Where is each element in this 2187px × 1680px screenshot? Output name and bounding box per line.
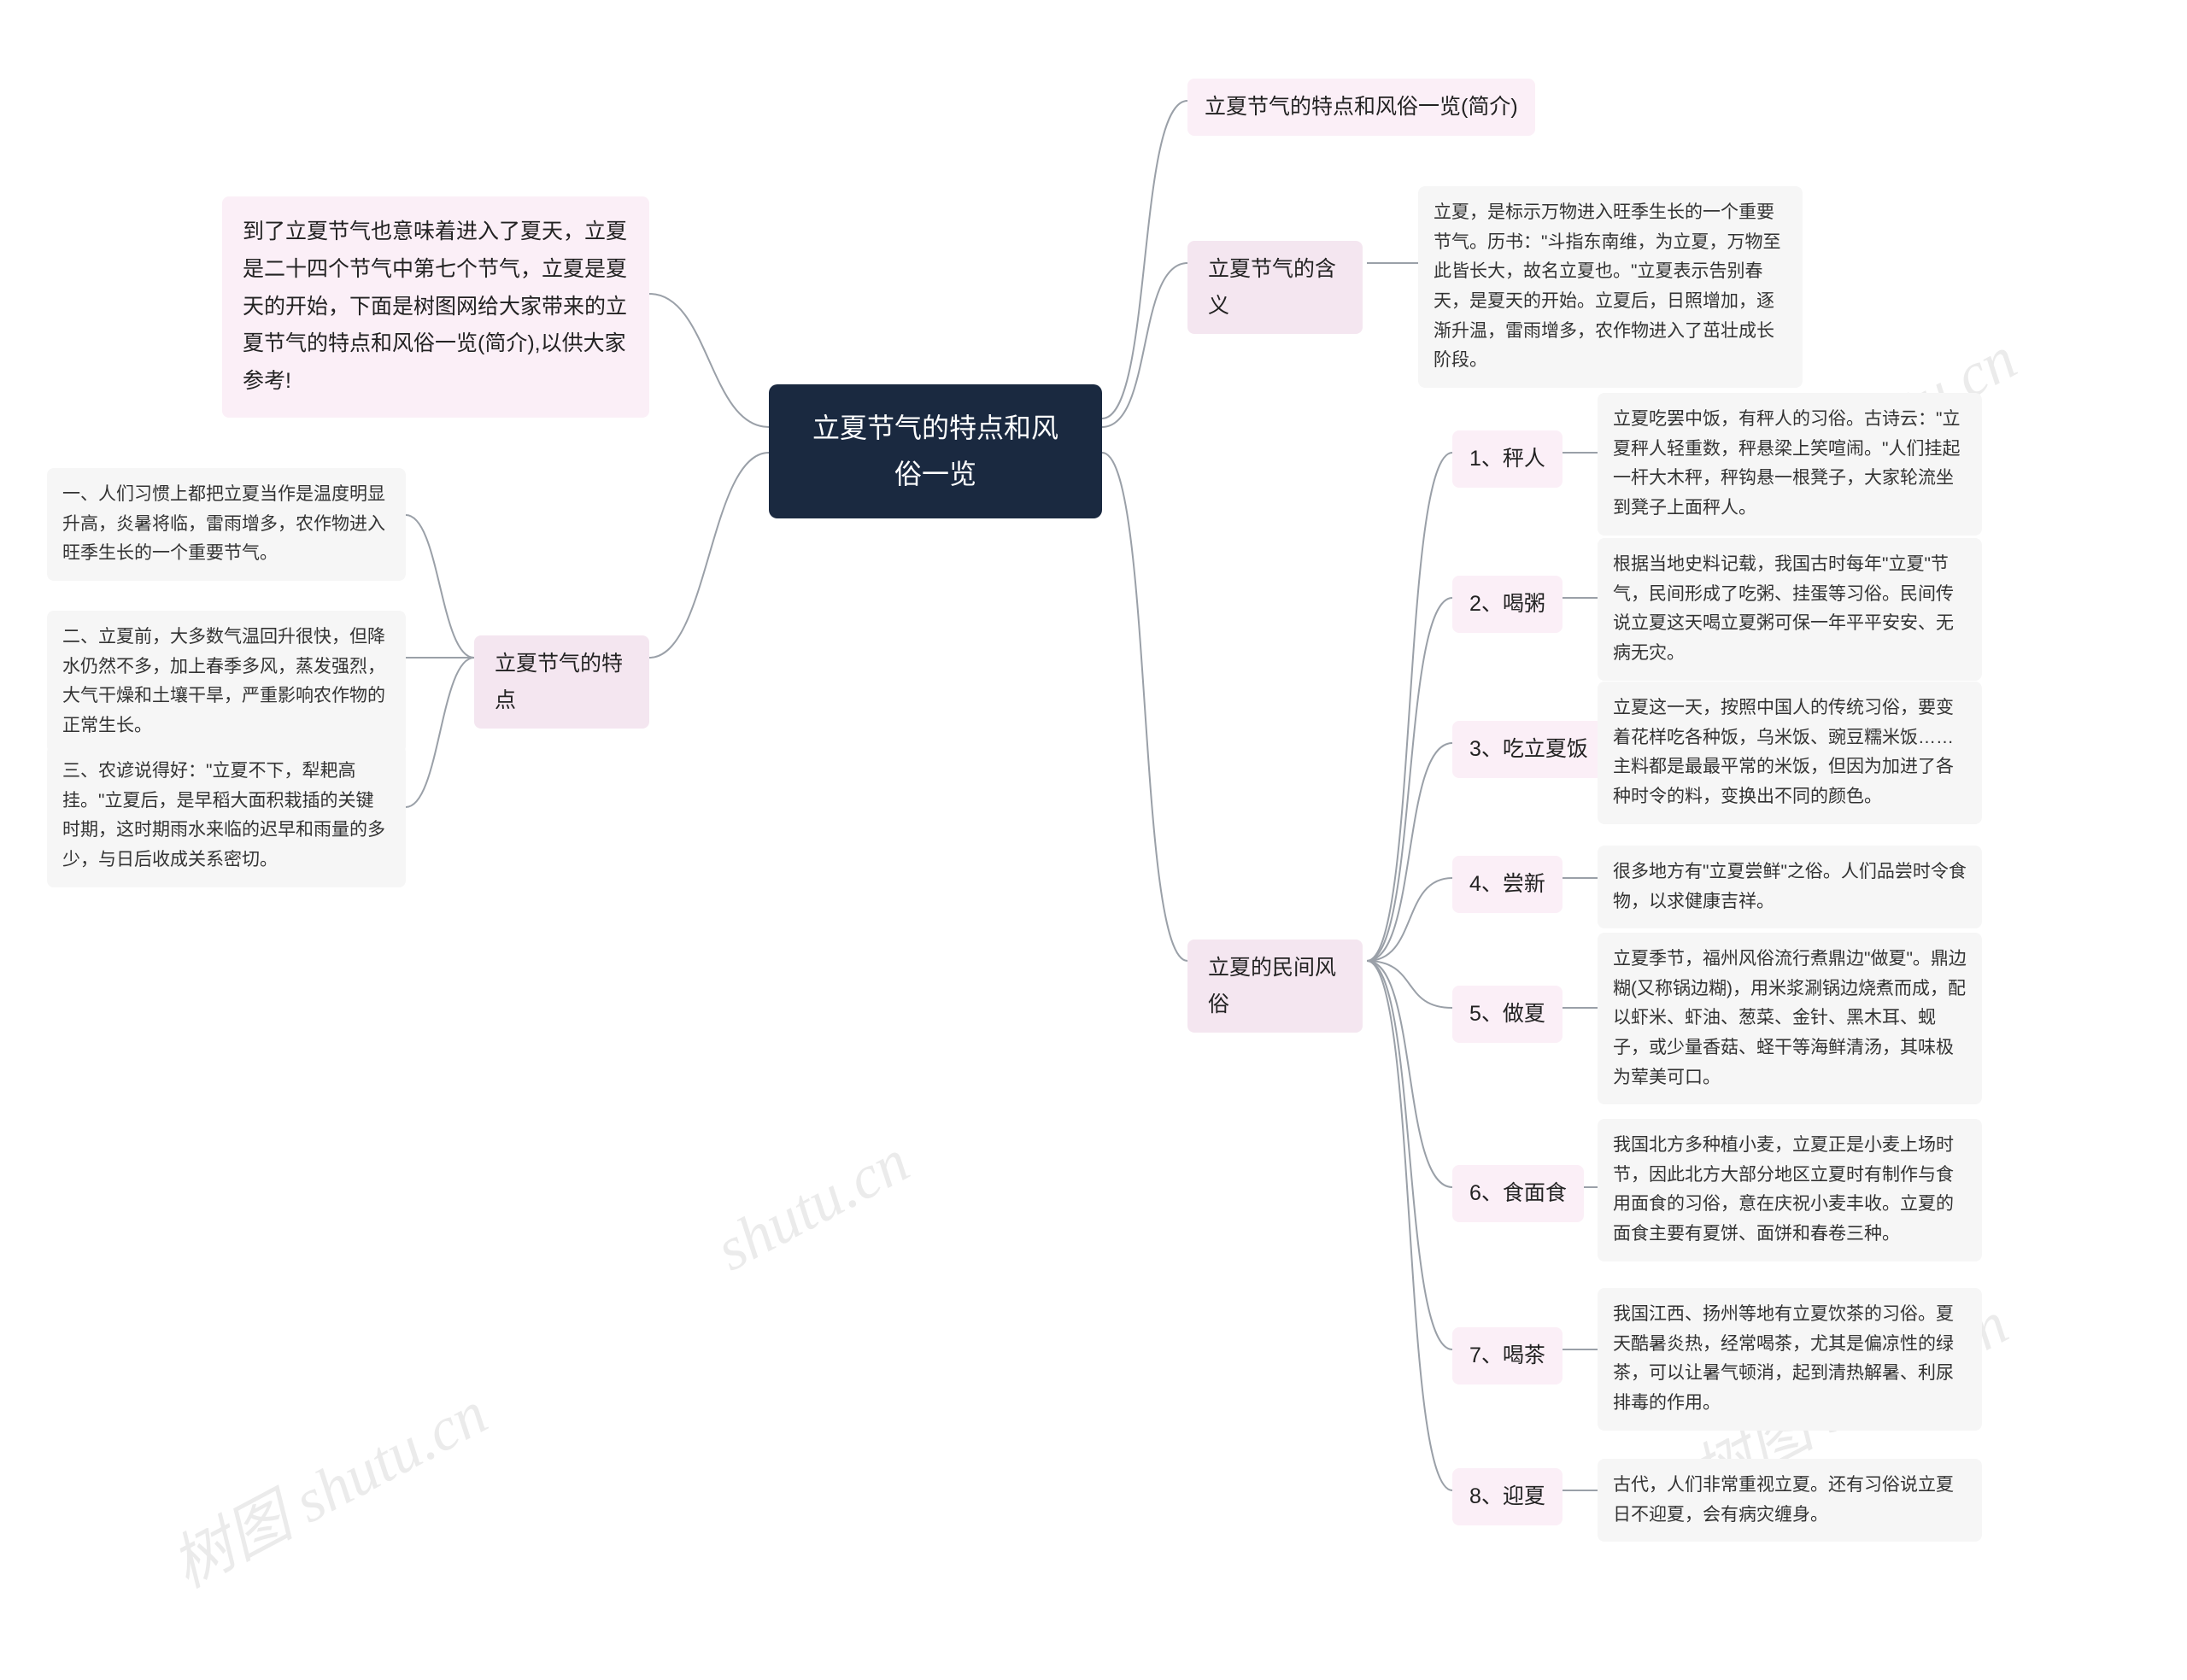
folk-text-content: 根据当地史料记载，我国古时每年"立夏"节气，民间形成了吃粥、挂蛋等习俗。民间传说…	[1613, 554, 1954, 663]
folk-num-label: 4、尝新	[1469, 872, 1545, 896]
folk-text: 古代，人们非常重视立夏。还有习俗说立夏日不迎夏，会有病灾缠身。	[1598, 1459, 1982, 1542]
folk-text-content: 我国北方多种植小麦，立夏正是小麦上场时节，因此北方大部分地区立夏时有制作与食用面…	[1613, 1135, 1954, 1244]
brief-node: 立夏节气的特点和风俗一览(简介)	[1187, 79, 1535, 136]
watermark: 树图 shutu.cn	[153, 1363, 500, 1604]
folk-num: 1、秤人	[1452, 430, 1563, 488]
folk-text-content: 立夏吃罢中饭，有秤人的习俗。古诗云："立夏秤人轻重数，秤悬梁上笑喧闹。"人们挂起…	[1613, 409, 1960, 518]
folk-num: 6、食面食	[1452, 1165, 1584, 1222]
folk-text: 很多地方有"立夏尝鲜"之俗。人们品尝时令食物，以求健康吉祥。	[1598, 846, 1982, 928]
intro-text: 到了立夏节气也意味着进入了夏天，立夏是二十四个节气中第七个节气，立夏是夏天的开始…	[243, 220, 627, 393]
folk-text: 立夏吃罢中饭，有秤人的习俗。古诗云："立夏秤人轻重数，秤悬梁上笑喧闹。"人们挂起…	[1598, 393, 1982, 536]
feature-text: 三、农谚说得好："立夏不下，犁耙高挂。"立夏后，是早稻大面积栽插的关键时期，这时…	[62, 761, 385, 869]
folk-text: 我国北方多种植小麦，立夏正是小麦上场时节，因此北方大部分地区立夏时有制作与食用面…	[1598, 1119, 1982, 1261]
root-node: 立夏节气的特点和风俗一览	[769, 384, 1102, 518]
folk-num-label: 3、吃立夏饭	[1469, 737, 1588, 761]
folk-num: 4、尝新	[1452, 856, 1563, 913]
folk-text: 立夏季节，福州风俗流行煮鼎边"做夏"。鼎边糊(又称锅边糊)，用米浆涮锅边烧煮而成…	[1598, 933, 1982, 1104]
root-label: 立夏节气的特点和风俗一览	[812, 413, 1058, 489]
folk-num-label: 5、做夏	[1469, 1002, 1545, 1026]
folk-num: 5、做夏	[1452, 986, 1563, 1043]
folk-text: 立夏这一天，按照中国人的传统习俗，要变着花样吃各种饭，乌米饭、豌豆糯米饭……主料…	[1598, 682, 1982, 824]
features-label: 立夏节气的特点	[495, 652, 623, 712]
meaning-text: 立夏，是标示万物进入旺季生长的一个重要节气。历书："斗指东南维，为立夏，万物至此…	[1434, 202, 1780, 370]
feature-text: 二、立夏前，大多数气温回升很快，但降水仍然不多，加上春季多风，蒸发强烈，大气干燥…	[62, 627, 385, 735]
folk-num-label: 6、食面食	[1469, 1181, 1567, 1205]
meaning-label: 立夏节气的含义	[1208, 257, 1336, 318]
feature-item: 一、人们习惯上都把立夏当作是温度明显升高，炎暑将临，雷雨增多，农作物进入旺季生长…	[47, 468, 406, 581]
intro-node: 到了立夏节气也意味着进入了夏天，立夏是二十四个节气中第七个节气，立夏是夏天的开始…	[222, 196, 649, 418]
feature-item: 三、农谚说得好："立夏不下，犁耙高挂。"立夏后，是早稻大面积栽插的关键时期，这时…	[47, 745, 406, 887]
folk-num-label: 2、喝粥	[1469, 592, 1545, 616]
folk-num: 2、喝粥	[1452, 576, 1563, 633]
folk-num: 3、吃立夏饭	[1452, 721, 1605, 778]
folk-text: 我国江西、扬州等地有立夏饮茶的习俗。夏天酷暑炎热，经常喝茶，尤其是偏凉性的绿茶，…	[1598, 1288, 1982, 1431]
watermark: shutu.cn	[705, 1126, 921, 1285]
folk-text-content: 立夏这一天，按照中国人的传统习俗，要变着花样吃各种饭，乌米饭、豌豆糯米饭……主料…	[1613, 698, 1954, 806]
folk-num-label: 8、迎夏	[1469, 1484, 1545, 1508]
folk-text-content: 古代，人们非常重视立夏。还有习俗说立夏日不迎夏，会有病灾缠身。	[1613, 1475, 1954, 1525]
folk-num-label: 7、喝茶	[1469, 1343, 1545, 1367]
folk-text-content: 我国江西、扬州等地有立夏饮茶的习俗。夏天酷暑炎热，经常喝茶，尤其是偏凉性的绿茶，…	[1613, 1304, 1954, 1413]
feature-text: 一、人们习惯上都把立夏当作是温度明显升高，炎暑将临，雷雨增多，农作物进入旺季生长…	[62, 484, 385, 563]
folk-num: 7、喝茶	[1452, 1327, 1563, 1384]
features-category: 立夏节气的特点	[474, 635, 649, 729]
folk-num-label: 1、秤人	[1469, 447, 1545, 471]
brief-label: 立夏节气的特点和风俗一览(简介)	[1205, 95, 1518, 119]
folk-text-content: 立夏季节，福州风俗流行煮鼎边"做夏"。鼎边糊(又称锅边糊)，用米浆涮锅边烧煮而成…	[1613, 949, 1967, 1087]
meaning-category: 立夏节气的含义	[1187, 241, 1363, 334]
folk-num: 8、迎夏	[1452, 1468, 1563, 1525]
folk-label: 立夏的民间风俗	[1208, 956, 1336, 1016]
meaning-text-node: 立夏，是标示万物进入旺季生长的一个重要节气。历书："斗指东南维，为立夏，万物至此…	[1418, 186, 1803, 388]
folk-text-content: 很多地方有"立夏尝鲜"之俗。人们品尝时令食物，以求健康吉祥。	[1613, 862, 1967, 911]
feature-item: 二、立夏前，大多数气温回升很快，但降水仍然不多，加上春季多风，蒸发强烈，大气干燥…	[47, 611, 406, 753]
folk-category: 立夏的民间风俗	[1187, 940, 1363, 1033]
folk-text: 根据当地史料记载，我国古时每年"立夏"节气，民间形成了吃粥、挂蛋等习俗。民间传说…	[1598, 538, 1982, 681]
